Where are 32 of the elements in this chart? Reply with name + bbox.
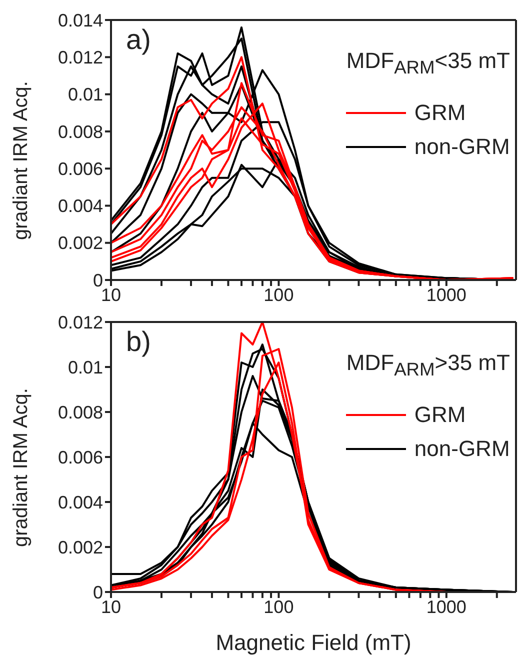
legend-title: MDF$_{ARM}$>35 mT — [346, 350, 510, 380]
y-tick-label: 0.008 — [58, 122, 103, 142]
legend-label: GRM — [413, 401, 467, 430]
y-tick-label: 0.012 — [58, 48, 103, 68]
y-tick-label: 0.006 — [58, 158, 103, 179]
y-tick-label: 0.002 — [58, 537, 103, 558]
x-tick-label: 100 — [264, 284, 294, 305]
y-tick-label: 0 — [92, 270, 103, 290]
y-tick-label: 0.01 — [68, 357, 103, 378]
x-tick-label: 100 — [264, 596, 294, 617]
legend-label: non-GRM — [413, 435, 510, 464]
x-tick-label: 1000 — [426, 284, 466, 305]
legend-title: MDF$_{ARM}$<35 mT — [346, 48, 510, 78]
y-tick-label: 0.01 — [68, 84, 103, 105]
y-tick-label: 0.014 — [58, 10, 103, 30]
x-tick-label: 10 — [100, 284, 122, 305]
y-axis-title: gradiant IRM Acq. — [10, 81, 32, 240]
y-axis-title: gradiant IRM Acq. — [10, 388, 32, 547]
y-tick-label: 0.012 — [58, 312, 103, 332]
legend-label: GRM — [413, 99, 467, 128]
y-tick-label: 0.006 — [58, 447, 103, 468]
y-tick-label: 0.004 — [58, 492, 103, 512]
x-tick-label: 1000 — [426, 596, 466, 617]
y-tick-label: 0.004 — [58, 196, 103, 216]
y-tick-label: 0 — [92, 582, 103, 602]
y-tick-label: 0.008 — [58, 402, 103, 422]
annotation: a) — [126, 24, 151, 56]
x-tick-label: 10 — [100, 596, 122, 617]
y-tick-label: 0.002 — [58, 233, 103, 254]
legend-label: non-GRM — [413, 133, 510, 162]
annotation: b) — [126, 326, 151, 358]
x-axis-title: Magnetic Field (mT) — [216, 630, 412, 655]
